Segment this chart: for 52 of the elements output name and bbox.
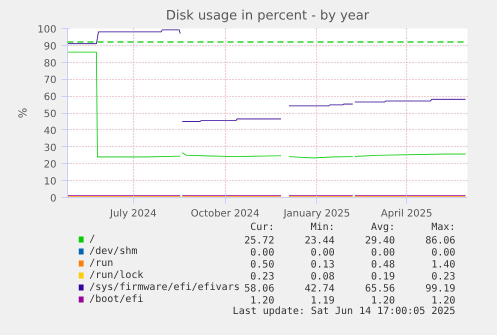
text: 0.50 <box>250 260 274 270</box>
text: 23.44 <box>304 236 335 246</box>
legend-label: /run <box>89 258 114 269</box>
text: 0.00 <box>250 248 274 258</box>
x-tick-label: October 2024 <box>190 208 260 220</box>
legend-label: /sys/firmware/efi/efivars <box>89 282 240 293</box>
text: 65.56 <box>364 284 396 294</box>
y-tick-label: 10 <box>44 176 57 188</box>
legend-label: /boot/efi <box>89 294 144 305</box>
legend-label: / <box>89 234 96 245</box>
y-tick-label: 100 <box>37 24 57 36</box>
y-tick-label: 20 <box>44 160 57 171</box>
chart-title: Disk usage in percent - by year <box>166 8 370 24</box>
text: 0.00 <box>370 248 396 258</box>
x-tick-label: April 2025 <box>380 208 432 220</box>
text: 86.06 <box>425 236 456 246</box>
text: Min: <box>310 222 335 233</box>
x-tick-label: July 2024 <box>109 208 157 220</box>
text: 42.74 <box>304 284 335 294</box>
text: 29.40 <box>364 236 396 246</box>
y-tick-label: 30 <box>44 142 57 154</box>
y-tick-label: 0 <box>50 194 57 204</box>
text: 25.72 <box>244 236 274 246</box>
y-tick-label: 70 <box>44 75 57 86</box>
text: 0.19 <box>370 272 396 282</box>
text: 0.13 <box>310 260 335 270</box>
text: 58.06 <box>244 284 274 294</box>
y-tick-label: 90 <box>44 41 57 52</box>
y-tick-label: 80 <box>44 58 57 70</box>
y-tick-label: 40 <box>44 126 57 137</box>
y-axis-title: % <box>16 108 30 118</box>
text: 0.00 <box>310 248 335 258</box>
text: 1.40 <box>431 260 456 270</box>
text: 1.20 <box>431 296 456 306</box>
text: 1.20 <box>250 296 274 306</box>
text: 0.48 <box>370 260 396 270</box>
text: 1.20 <box>370 296 396 306</box>
legend-label: /dev/shm <box>89 246 138 257</box>
text: 99.19 <box>425 284 456 294</box>
text: 0.23 <box>431 272 456 282</box>
text: Avg: <box>370 222 396 233</box>
text: 0.00 <box>431 248 456 258</box>
text: Last update: Sat Jun 14 17:00:05 2025 <box>232 306 456 317</box>
y-tick-label: 50 <box>44 109 57 120</box>
text: Cur: <box>250 222 274 233</box>
text: 0.08 <box>310 272 335 282</box>
legend-label: /run/lock <box>89 270 144 281</box>
x-tick-label: January 2025 <box>282 208 350 220</box>
text: Max: <box>431 222 456 233</box>
text: 0.23 <box>250 272 274 282</box>
y-tick-label: 60 <box>44 92 57 104</box>
text: 1.19 <box>310 296 335 306</box>
